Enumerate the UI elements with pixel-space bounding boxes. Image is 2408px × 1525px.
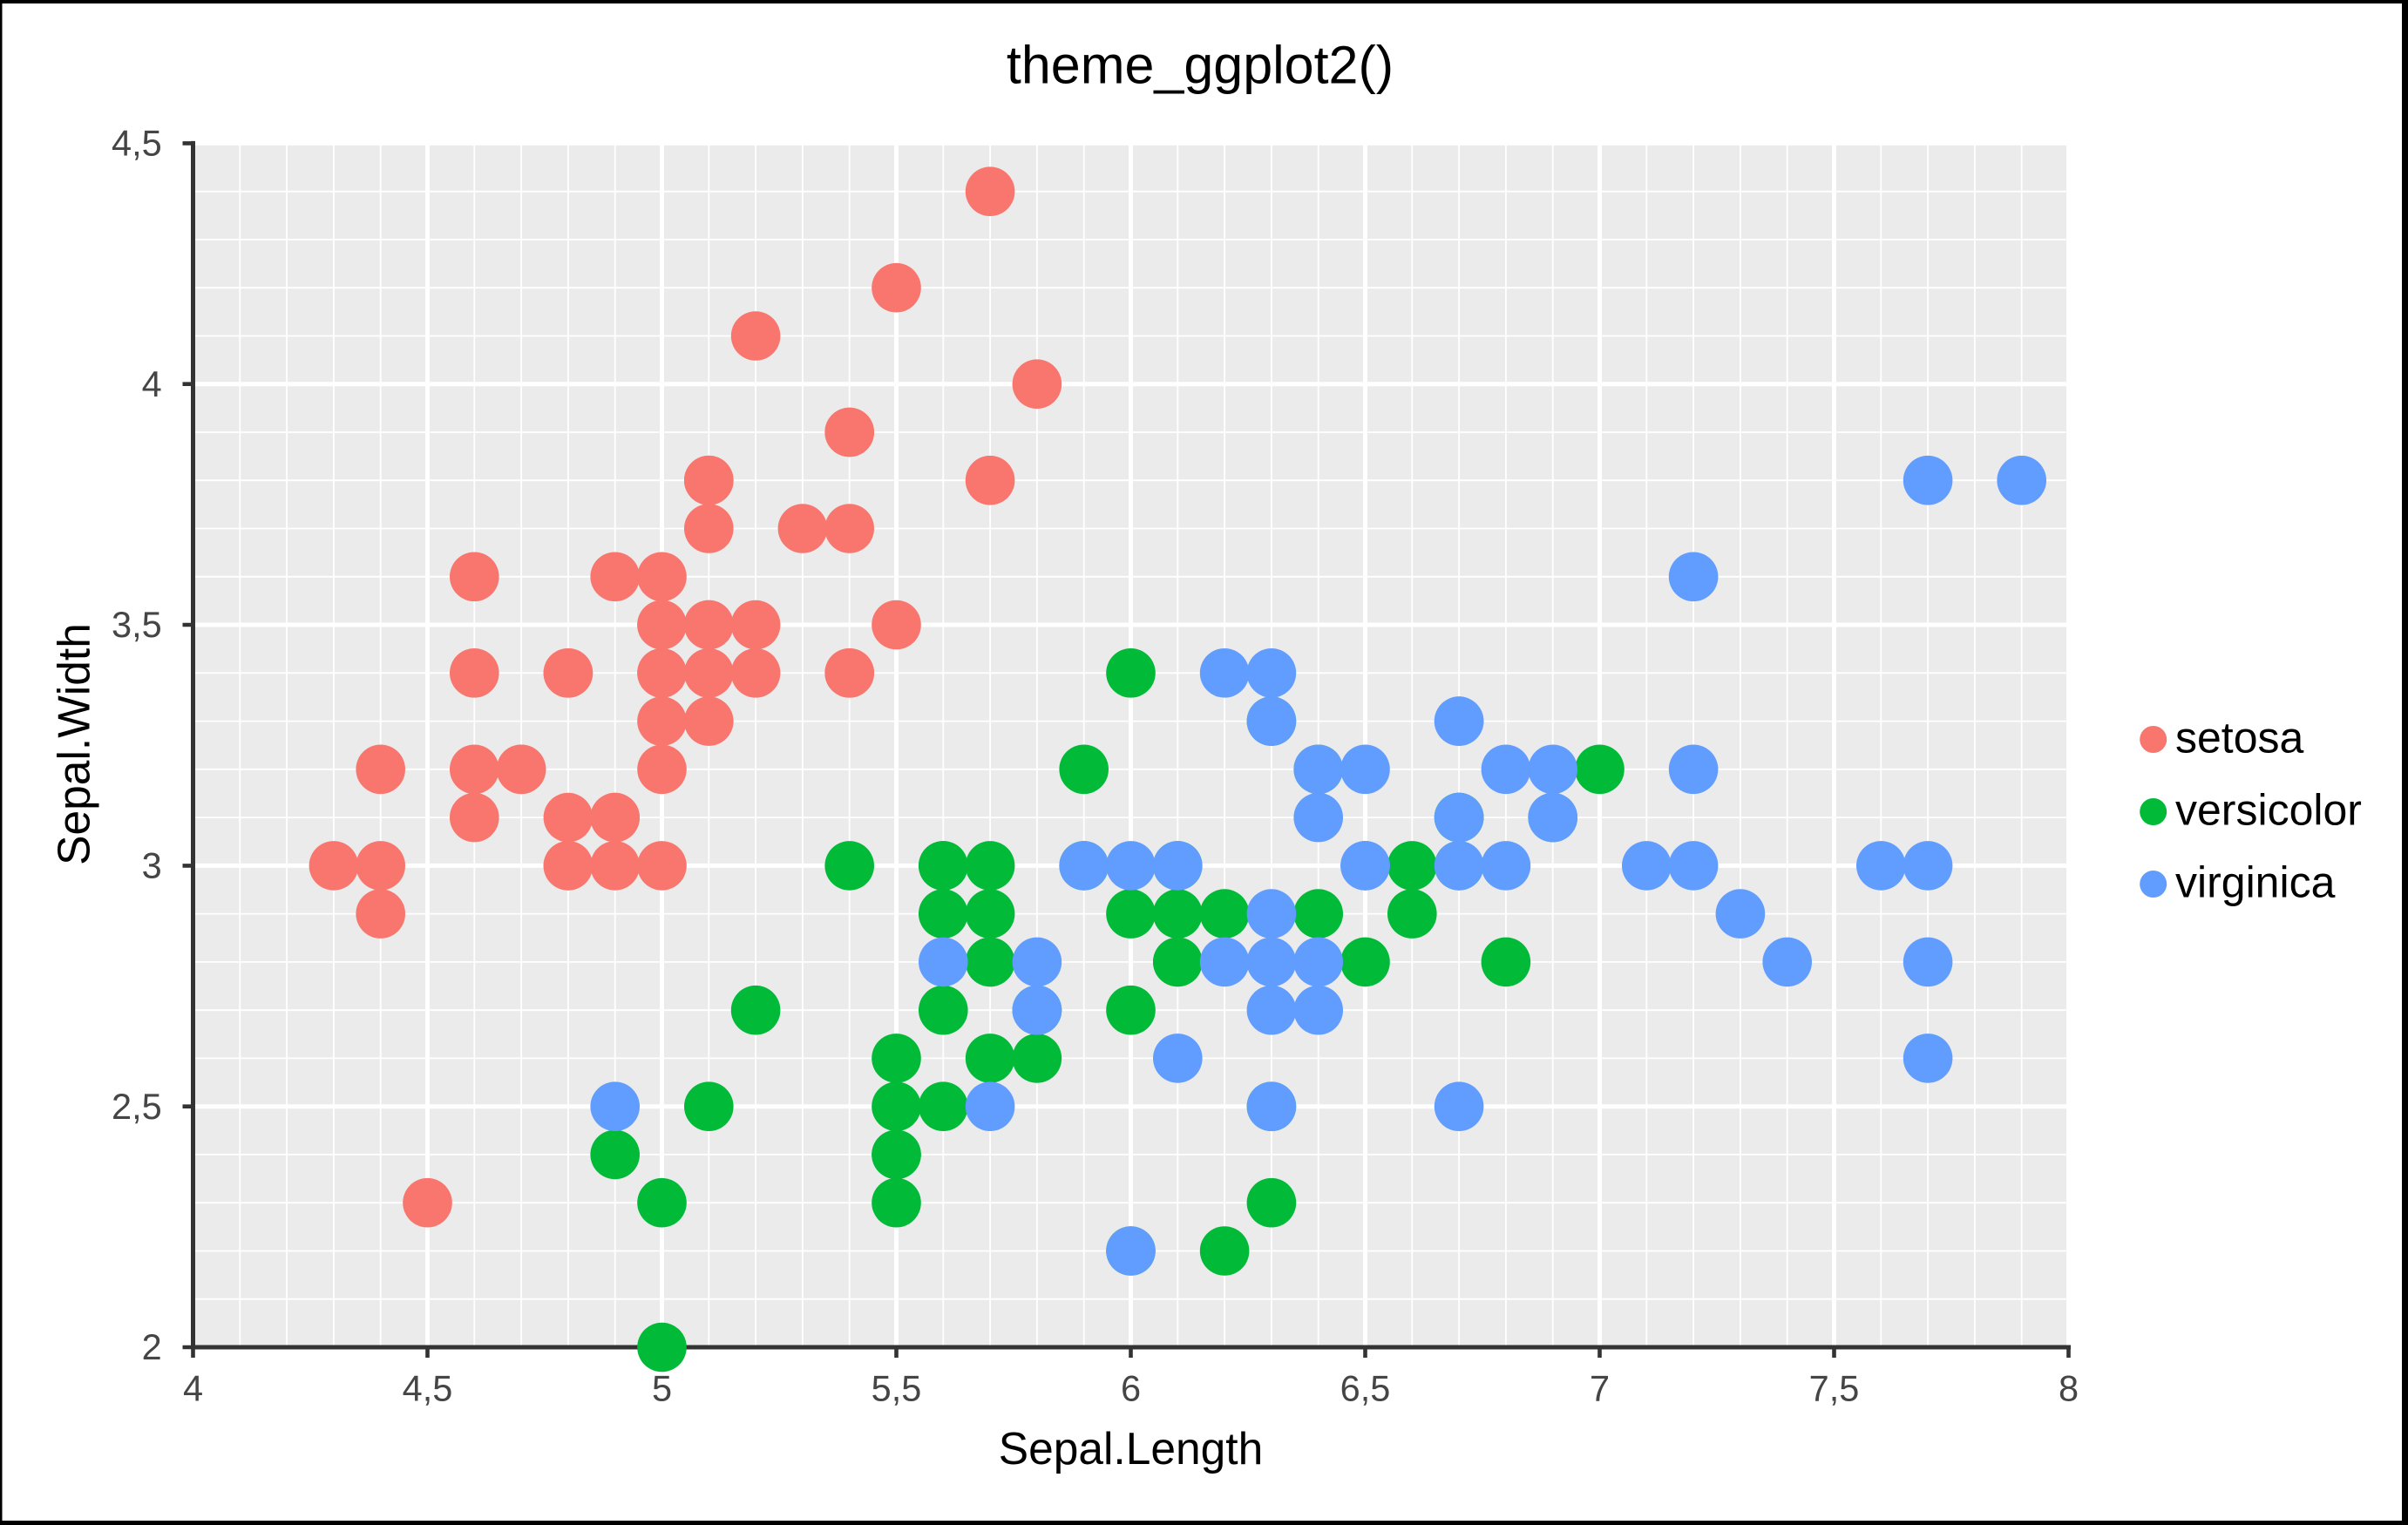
svg-text:theme_ggplot2(): theme_ggplot2() <box>1007 35 1394 94</box>
svg-text:7,5: 7,5 <box>1809 1368 1860 1409</box>
svg-text:7: 7 <box>1590 1368 1610 1409</box>
svg-text:4: 4 <box>142 363 162 404</box>
svg-text:3,5: 3,5 <box>112 604 162 645</box>
svg-text:4,5: 4,5 <box>403 1368 453 1409</box>
svg-text:6: 6 <box>1121 1368 1141 1409</box>
svg-text:2: 2 <box>142 1326 162 1367</box>
svg-text:6,5: 6,5 <box>1340 1368 1391 1409</box>
svg-text:4,5: 4,5 <box>112 123 162 164</box>
svg-text:8: 8 <box>2059 1368 2079 1409</box>
svg-text:Sepal.Width: Sepal.Width <box>49 623 99 865</box>
svg-text:5,5: 5,5 <box>872 1368 922 1409</box>
svg-text:versicolor: versicolor <box>2175 786 2362 835</box>
svg-text:4: 4 <box>183 1368 203 1409</box>
svg-text:Sepal.Length: Sepal.Length <box>999 1423 1264 1474</box>
svg-text:3: 3 <box>142 845 162 886</box>
svg-text:5: 5 <box>652 1368 672 1409</box>
svg-text:setosa: setosa <box>2175 714 2304 762</box>
svg-text:virginica: virginica <box>2175 858 2336 907</box>
svg-text:2,5: 2,5 <box>112 1086 162 1127</box>
